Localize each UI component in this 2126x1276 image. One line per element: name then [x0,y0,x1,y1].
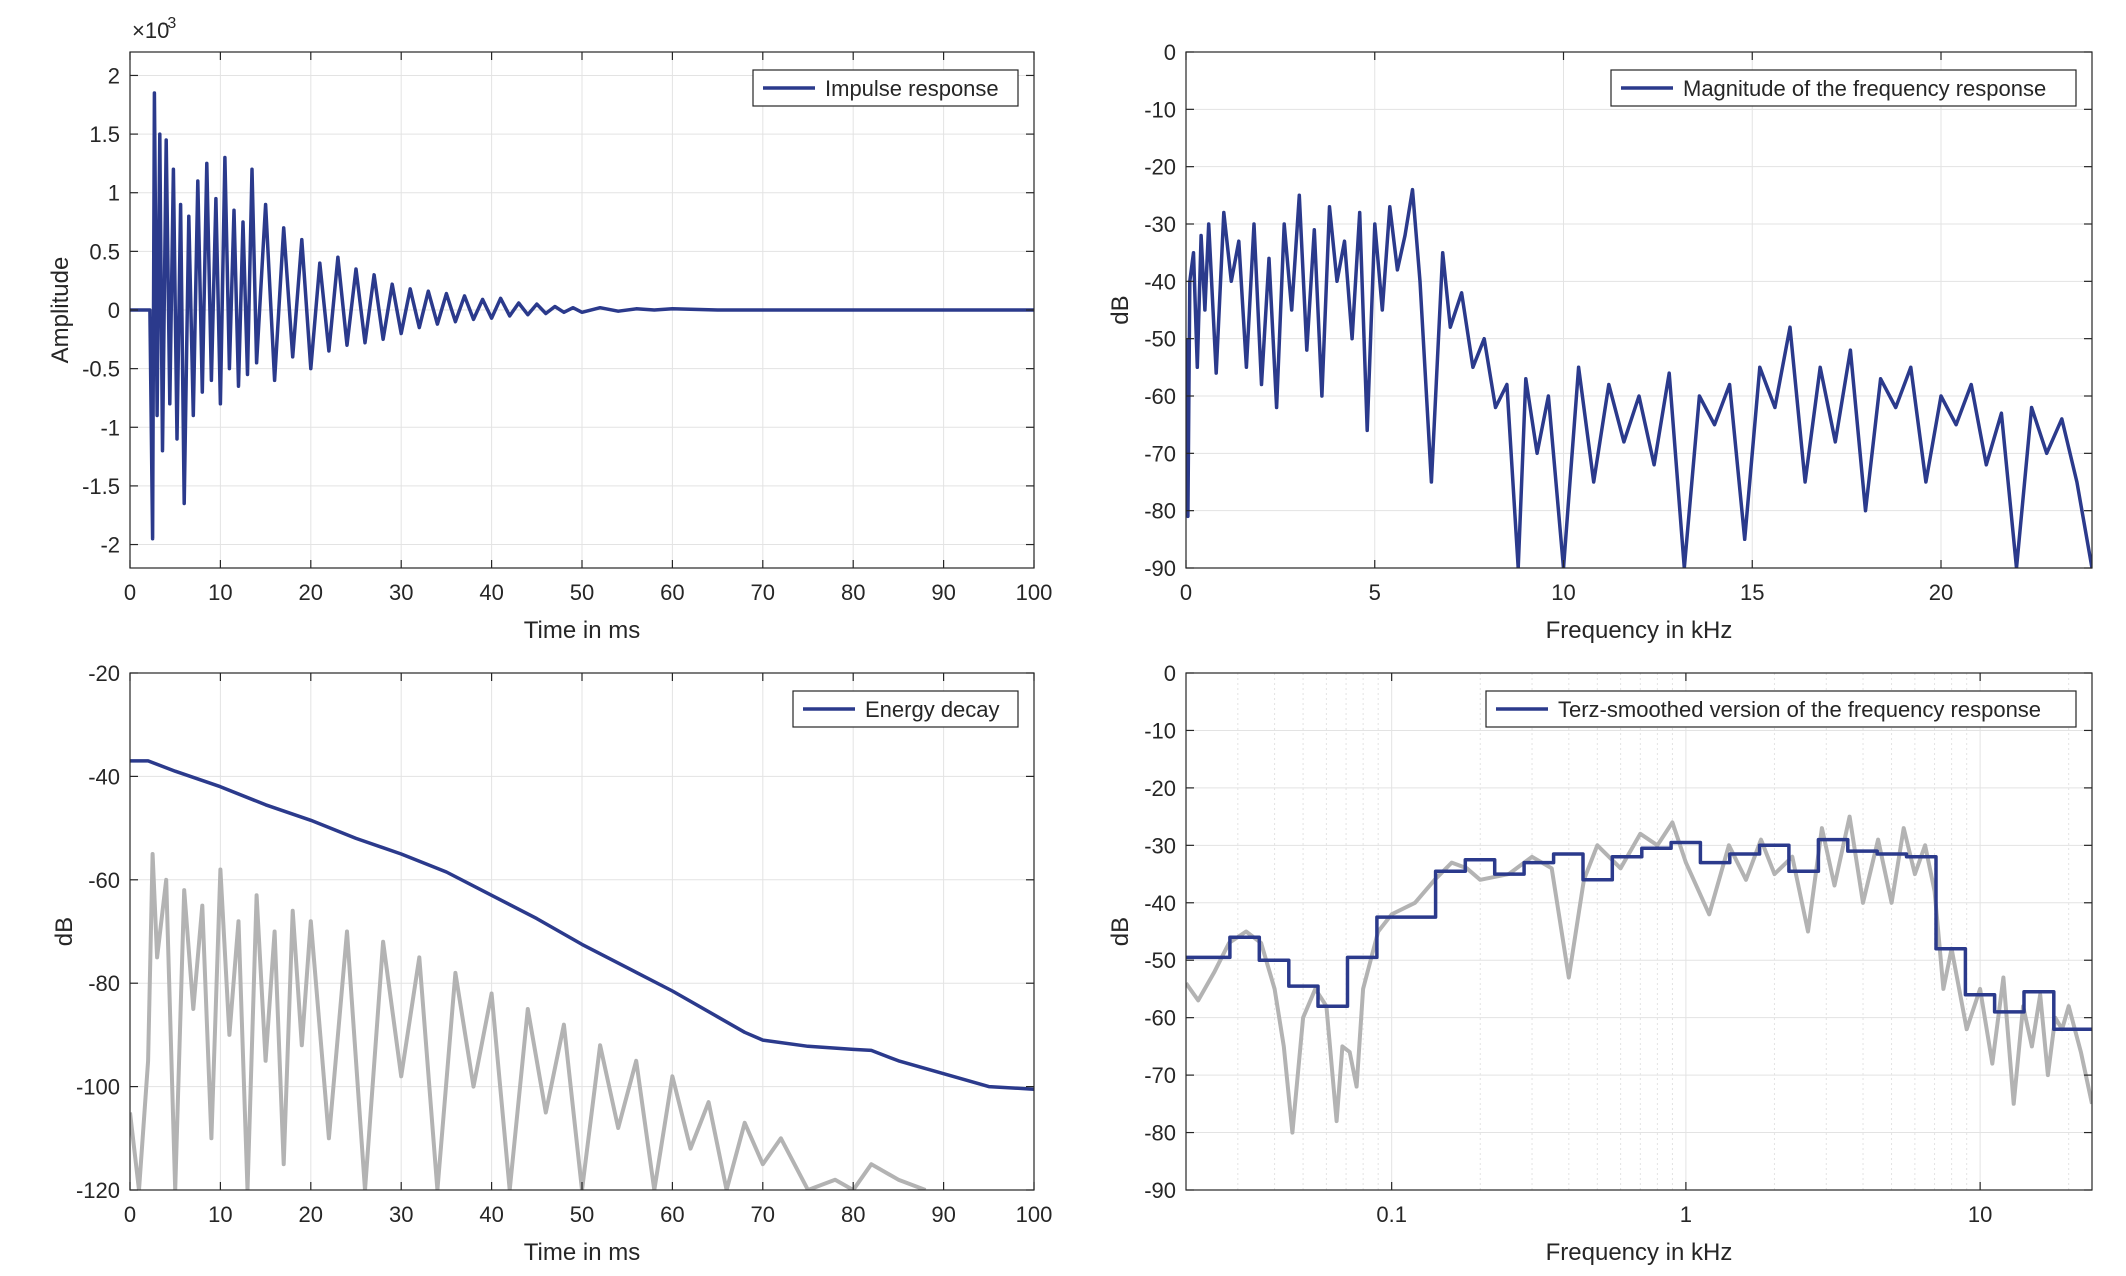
y-tick-label: -1.5 [82,474,120,499]
series-line [1186,837,2092,1031]
axes-frame [1185,51,2093,569]
y-tick-label: 1.5 [89,122,120,147]
y-tick-label: -0.5 [82,357,120,382]
x-tick-label: 10 [208,580,232,605]
x-tick-label: 10 [1551,580,1575,605]
y-tick-label: -120 [76,1178,120,1203]
energy-decay-chart: 0 10 20 30 40 50 60 70 80 90 100 -20 -40 -60 -80 -100 -1… [51,661,1052,1266]
x-tick-label: 70 [751,1202,775,1227]
x-tick-label: 40 [479,580,503,605]
plot-area [1186,52,2092,568]
y-tick-label: -50 [1144,327,1176,352]
y-tick-label: 0 [108,298,120,323]
y-tick-label: -60 [1144,384,1176,409]
x-tick-label: 70 [751,580,775,605]
x-tick-label: 80 [841,580,865,605]
legend-box [792,690,1019,728]
y-tick-label: -90 [1144,1178,1176,1203]
exponent-label: ×10 [132,18,169,43]
legend-label: Magnitude of the frequency response [1683,76,2046,101]
x-axis-label: Time in ms [524,1239,640,1266]
x-tick-label: 30 [389,580,413,605]
y-tick-label: 0 [1164,661,1176,686]
legend-box [1485,690,2077,728]
x-tick-label: 90 [931,580,955,605]
x-axis-label: Frequency in kHz [1546,1239,1733,1266]
magnitude-response-chart: 0 5 10 15 20 0 -10 -20 -30 -40 -50 -60 -70 -80 -90 Freq… [1107,40,2093,644]
y-tick-label: -20 [88,661,120,686]
raw-series-line [130,852,927,1190]
legend-label: Energy decay [865,697,1000,722]
legend-label: Impulse response [825,76,999,101]
axes-frame [1185,672,2093,1191]
y-tick-label: -40 [88,764,120,789]
y-tick-label: 0 [1164,40,1176,65]
y-tick-label: -60 [88,868,120,893]
y-tick-label: -1 [100,415,120,440]
series-line [130,91,1034,541]
x-tick-label: 50 [570,580,594,605]
y-tick-label: -40 [1144,891,1176,916]
y-tick-label: -80 [1144,499,1176,524]
x-tick-label: 10 [1968,1202,1992,1227]
x-axis-label: Frequency in kHz [1546,617,1733,644]
y-tick-label: -30 [1144,833,1176,858]
y-tick-label: -40 [1144,269,1176,294]
y-axis-label: dB [1107,295,1134,324]
x-tick-label: 10 [208,1202,232,1227]
x-tick-label: 0 [124,1202,136,1227]
y-tick-label: -80 [88,971,120,996]
series-line [1186,187,2092,568]
y-tick-label: -60 [1144,1006,1176,1031]
x-axis-label: Time in ms [524,617,640,644]
y-axis-label: dB [1107,917,1134,946]
x-tick-label: 0 [124,580,136,605]
x-tick-label: 40 [479,1202,503,1227]
y-tick-label: -2 [100,533,120,558]
exponent-power: -3 [162,15,176,32]
y-tick-label: -80 [1144,1121,1176,1146]
x-tick-label: 60 [660,1202,684,1227]
terz-smoothed-chart: 0.1 1 10 0 -10 -20 -30 -40 -50 -60 -70 -80 -90 Freque… [1107,661,2093,1266]
x-tick-label: 90 [931,1202,955,1227]
y-tick-label: -90 [1144,556,1176,581]
y-tick-label: -70 [1144,441,1176,466]
y-tick-label: -100 [76,1075,120,1100]
x-tick-label: 30 [389,1202,413,1227]
x-tick-label: 100 [1016,580,1053,605]
x-tick-label: 20 [299,580,323,605]
y-tick-label: -50 [1144,948,1176,973]
y-tick-label: -20 [1144,776,1176,801]
y-tick-label: -30 [1144,212,1176,237]
x-tick-label: 0 [1180,580,1192,605]
x-tick-label: 15 [1740,580,1764,605]
series-line [130,759,1034,1091]
y-tick-label: 2 [108,63,120,88]
x-tick-label: 5 [1369,580,1381,605]
x-tick-label: 100 [1016,1202,1053,1227]
x-tick-label: 60 [660,580,684,605]
legend-label: Terz-smoothed version of the frequency r… [1558,697,2041,722]
x-tick-label: 1 [1680,1202,1692,1227]
legend-box [1610,69,2077,107]
x-tick-label: 0.1 [1376,1202,1407,1227]
x-tick-label: 20 [299,1202,323,1227]
y-axis-label: dB [51,917,78,946]
y-tick-label: -10 [1144,718,1176,743]
y-tick-label: -20 [1144,155,1176,180]
x-tick-label: 20 [1929,580,1953,605]
y-axis-label: Amplitude [47,257,74,364]
impulse-response-chart: 0 10 20 30 40 50 60 70 80 90 100 2 1.5 1 0.5 0 -0.5 -1 -1.… [47,15,1052,644]
y-tick-label: -10 [1144,97,1176,122]
x-tick-label: 80 [841,1202,865,1227]
y-tick-label: 1 [108,181,120,206]
plot-area [1186,673,2092,1190]
y-tick-label: 0.5 [89,239,120,264]
x-tick-label: 50 [570,1202,594,1227]
y-tick-label: -70 [1144,1063,1176,1088]
